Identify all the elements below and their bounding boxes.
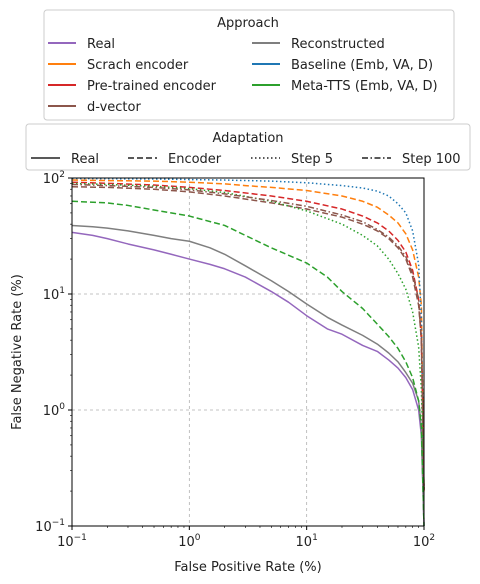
- y-tick-label: 102: [43, 170, 65, 187]
- series-line-7: [71, 183, 425, 492]
- legend-approach-frame: [43, 9, 455, 121]
- y-axis-ticks: 10−1 100 101 102: [35, 170, 72, 535]
- series-line-2: [71, 179, 425, 492]
- x-tick-label: 102: [413, 533, 435, 550]
- adaptation-label-3: Step 100: [402, 152, 461, 167]
- series-line-1: [71, 224, 425, 527]
- legend-adaptation: Adaptation Real Encoder Step 5 Step 100: [25, 123, 471, 171]
- plot-frame: [71, 177, 425, 527]
- y-tick-label: 100: [43, 402, 66, 419]
- series-line-8: [71, 200, 425, 527]
- grid-lines: [72, 178, 424, 526]
- legend-label-1: Scrach encoder: [87, 58, 189, 73]
- legend-label-3: d-vector: [87, 100, 141, 115]
- legend-label-5: Baseline (Emb, VA, D): [291, 58, 433, 73]
- legend-approach: Approach Real Scrach encoder Pre-trained e…: [43, 9, 455, 121]
- adaptation-label-1: Encoder: [168, 152, 222, 167]
- adaptation-label-2: Step 5: [291, 152, 333, 167]
- series-line-6: [71, 182, 425, 492]
- x-tick-label: 101: [296, 533, 318, 550]
- legend-label-4: Reconstructed: [291, 37, 385, 52]
- series-line-3: [71, 177, 425, 492]
- adaptation-label-0: Real: [71, 152, 99, 167]
- series-line-5: [71, 186, 425, 492]
- legend-approach-items: Real Scrach encoder Pre-trained encoder d-v…: [48, 37, 438, 115]
- legend-label-0: Real: [87, 37, 115, 52]
- x-tick-label: 100: [178, 533, 201, 550]
- x-axis-label: False Positive Rate (%): [174, 560, 321, 575]
- y-axis-label: False Negative Rate (%): [10, 274, 25, 430]
- series-line-0: [71, 231, 425, 527]
- series-layer: [71, 177, 425, 527]
- x-axis-ticks: 10−1 100 101 102: [57, 526, 435, 550]
- legend-adaptation-title: Adaptation: [212, 131, 283, 146]
- legend-adaptation-items: Real Encoder Step 5 Step 100: [31, 152, 461, 167]
- legend-label-6: Meta-TTS (Emb, VA, D): [291, 79, 438, 94]
- legend-label-2: Pre-trained encoder: [87, 79, 217, 94]
- legend-approach-title: Approach: [217, 16, 279, 31]
- y-tick-label: 101: [43, 286, 65, 303]
- x-tick-label: 10−1: [57, 533, 87, 550]
- y-tick-label: 10−1: [35, 518, 65, 535]
